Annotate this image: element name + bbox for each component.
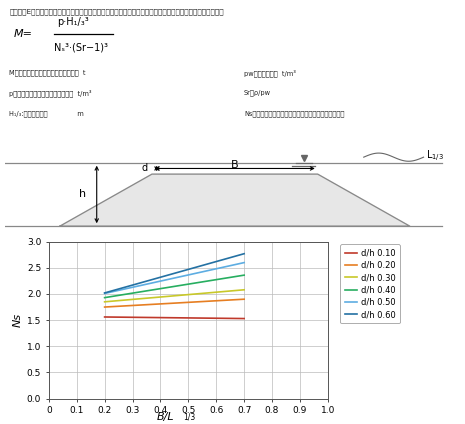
- Text: B: B: [231, 159, 239, 170]
- Text: スーパーEーユニットをマウンド被覆材として使用する際の必要重量は以下のハドソン式により算定します。: スーパーEーユニットをマウンド被覆材として使用する際の必要重量は以下のハドソン式…: [9, 8, 224, 15]
- d/h 0.30: [102, 299, 107, 304]
- Text: M=: M=: [14, 29, 33, 39]
- Text: pw：海水の密度  t/m³: pw：海水の密度 t/m³: [244, 70, 296, 77]
- d/h 0.50: [241, 260, 247, 265]
- d/h 0.60: [102, 290, 107, 296]
- Y-axis label: Ns: Ns: [13, 313, 23, 327]
- Text: p：袋型根固め工法用袋材の真密度  t/m³: p：袋型根固め工法用袋材の真密度 t/m³: [9, 90, 92, 98]
- Polygon shape: [60, 174, 410, 226]
- d/h 0.50: [102, 291, 107, 296]
- Text: M：袋型根固め工法用袋材の必要重量  t: M：袋型根固め工法用袋材の必要重量 t: [9, 70, 86, 76]
- Text: Ns：安定常数（被覆材の形状、勾配によって定まる）: Ns：安定常数（被覆材の形状、勾配によって定まる）: [244, 110, 345, 117]
- d/h 0.30: [241, 287, 247, 292]
- d/h 0.40: [102, 295, 107, 300]
- Text: d: d: [142, 164, 148, 173]
- Text: L$_{1/3}$: L$_{1/3}$: [426, 148, 444, 164]
- Text: B/L: B/L: [156, 412, 174, 422]
- Text: h: h: [80, 190, 86, 199]
- d/h 0.10: [102, 315, 107, 320]
- d/h 0.10: [241, 316, 247, 321]
- d/h 0.20: [241, 297, 247, 302]
- Legend: d/h 0.10, d/h 0.20, d/h 0.30, d/h 0.40, d/h 0.50, d/h 0.60: d/h 0.10, d/h 0.20, d/h 0.30, d/h 0.40, …: [340, 244, 400, 323]
- d/h 0.60: [241, 251, 247, 256]
- Line: d/h 0.50: d/h 0.50: [105, 262, 244, 293]
- d/h 0.20: [102, 304, 107, 310]
- Line: d/h 0.60: d/h 0.60: [105, 254, 244, 293]
- Line: d/h 0.40: d/h 0.40: [105, 275, 244, 298]
- Line: d/h 0.20: d/h 0.20: [105, 299, 244, 307]
- Text: p·H₁/₃³: p·H₁/₃³: [58, 17, 89, 27]
- Line: d/h 0.30: d/h 0.30: [105, 290, 244, 302]
- Text: 1/3: 1/3: [184, 413, 196, 422]
- Line: d/h 0.10: d/h 0.10: [105, 317, 244, 318]
- Text: Nₛ³·(Sr−1)³: Nₛ³·(Sr−1)³: [54, 43, 108, 53]
- d/h 0.40: [241, 273, 247, 278]
- Text: H₁/₃:設計有義波高              m: H₁/₃:設計有義波高 m: [9, 110, 84, 117]
- Text: Sr：ρ/pw: Sr：ρ/pw: [244, 90, 271, 96]
